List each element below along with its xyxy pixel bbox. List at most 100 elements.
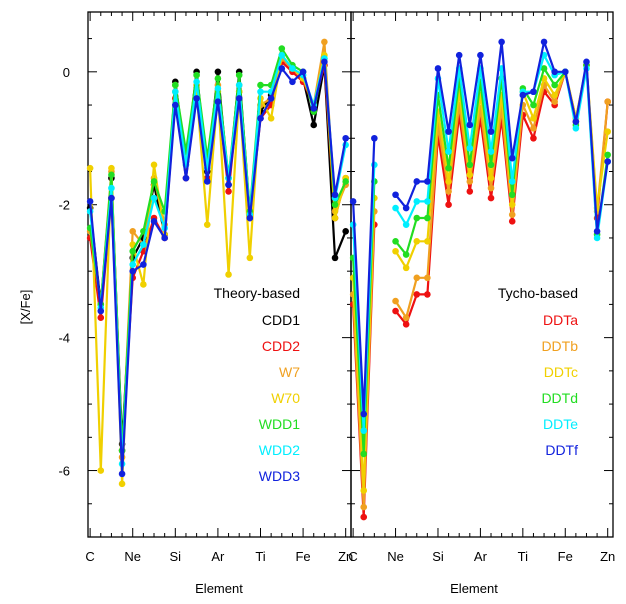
data-point: [402, 264, 410, 272]
data-point: [572, 118, 580, 125]
data-point: [235, 81, 243, 89]
y-tick-label: -4: [58, 331, 70, 346]
data-point: [413, 274, 421, 282]
series-W70: [86, 51, 349, 488]
data-point: [572, 124, 580, 132]
data-point: [360, 450, 368, 458]
legend-entry: DDTf: [545, 442, 578, 458]
data-point: [508, 191, 516, 199]
data-point: [424, 178, 431, 185]
data-point: [321, 58, 328, 66]
data-point: [392, 307, 399, 315]
data-point: [360, 513, 368, 521]
data-point: [299, 68, 307, 76]
x-tick-label: Ne: [124, 549, 141, 564]
x-tick-label: Ar: [211, 549, 225, 564]
data-point: [604, 158, 611, 165]
data-point: [445, 148, 452, 155]
x-tick-label: Fe: [295, 549, 310, 564]
data-point: [331, 214, 339, 222]
data-point: [392, 297, 399, 305]
y-tick-label: 0: [63, 65, 70, 80]
data-point: [225, 271, 232, 278]
data-point: [530, 134, 537, 142]
data-point: [530, 124, 537, 132]
data-point: [310, 105, 318, 112]
data-point: [150, 178, 158, 185]
legend-title: Theory-based: [214, 285, 300, 301]
data-point: [508, 211, 516, 218]
data-point: [214, 98, 222, 106]
data-point: [402, 321, 410, 328]
data-point: [540, 65, 548, 72]
data-point: [108, 184, 115, 192]
data-point: [321, 38, 328, 46]
series-line: [89, 54, 347, 465]
x-axis-label-right: Element: [450, 581, 498, 596]
legend-entry: DDTe: [543, 416, 578, 432]
data-point: [203, 178, 211, 185]
x-tick-label: Si: [432, 549, 444, 564]
data-point: [225, 188, 232, 195]
data-point: [360, 503, 368, 511]
data-point: [140, 281, 147, 288]
data-point: [487, 184, 495, 192]
series-line: [89, 54, 347, 485]
data-point: [413, 198, 421, 205]
data-point: [140, 261, 147, 268]
x-tick-label: Fe: [558, 549, 573, 564]
data-point: [150, 194, 158, 202]
data-point: [540, 38, 548, 46]
y-tick-label: -6: [58, 464, 70, 479]
data-point: [129, 247, 137, 255]
data-point: [97, 314, 105, 321]
data-point: [413, 237, 421, 245]
axes-frame-right: [350, 11, 614, 538]
data-point: [150, 218, 158, 225]
data-point: [86, 164, 94, 172]
data-point: [402, 221, 410, 228]
y-axis-label: [X/Fe]: [18, 290, 33, 325]
legend-entry: WDD2: [259, 442, 300, 458]
data-point: [129, 228, 137, 235]
data-point: [342, 228, 349, 235]
x-tick-label: Ar: [474, 549, 488, 564]
data-point: [519, 91, 527, 99]
data-point: [289, 65, 296, 72]
data-point: [424, 237, 431, 245]
data-point: [342, 134, 349, 142]
data-point: [161, 234, 168, 242]
legend-entry: W7: [279, 364, 300, 380]
data-point: [129, 267, 137, 275]
data-point: [498, 38, 505, 46]
data-point: [424, 198, 431, 205]
data-point: [508, 218, 516, 225]
data-point: [193, 95, 200, 102]
data-point: [310, 121, 318, 129]
data-point: [445, 178, 452, 185]
data-point: [424, 214, 431, 222]
data-point: [203, 221, 211, 228]
x-tick-label: C: [348, 549, 357, 564]
data-point: [424, 274, 431, 282]
series-line: [89, 57, 347, 446]
data-point: [508, 201, 516, 209]
x-tick-label: Ne: [387, 549, 404, 564]
data-point: [424, 291, 431, 298]
data-point: [508, 154, 516, 162]
data-point: [487, 194, 495, 202]
data-point: [246, 214, 254, 222]
data-point: [466, 121, 474, 129]
y-tick-label: -2: [58, 198, 70, 213]
data-point: [108, 171, 115, 179]
data-point: [182, 174, 190, 182]
data-point: [118, 470, 126, 478]
data-point: [604, 128, 611, 135]
legend-right: Tycho-based DDTa DDTb DDTc DDTd DDTe DDTf: [498, 285, 578, 458]
data-point: [561, 68, 569, 76]
data-point: [108, 164, 115, 172]
data-point: [257, 88, 264, 96]
data-point: [508, 178, 516, 185]
data-point: [466, 188, 474, 195]
data-point: [551, 98, 558, 106]
